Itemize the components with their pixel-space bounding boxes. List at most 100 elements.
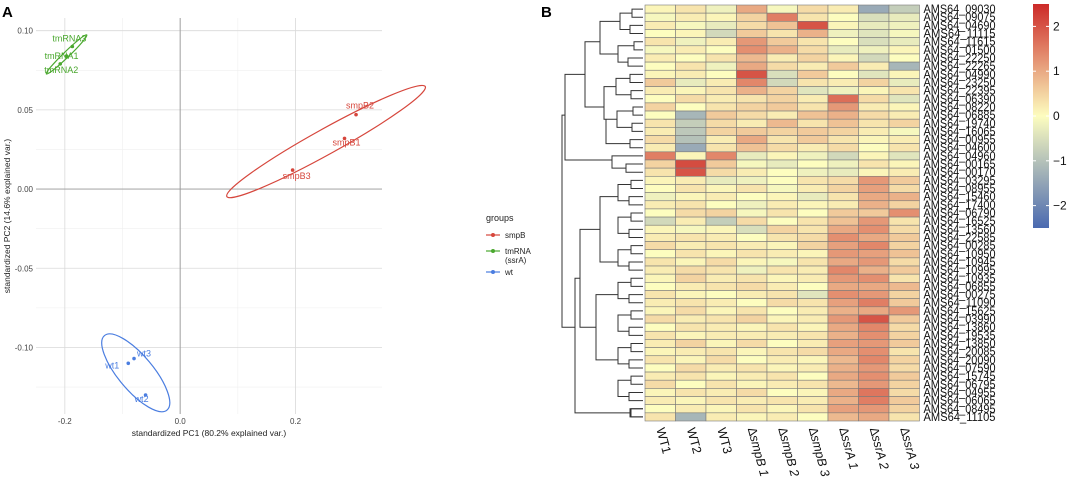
heat-cell xyxy=(827,233,859,242)
heat-cell xyxy=(888,21,920,30)
legend-label-smpB: smpB xyxy=(505,231,525,240)
heat-cell xyxy=(766,175,798,185)
pca-y-axis-label: standardized PC2 (14.6% explained var.) xyxy=(2,139,12,294)
legend-key-dot-smpB xyxy=(491,233,495,237)
point-label-tmRNA3: tmRNA3 xyxy=(52,34,86,44)
dendrogram-branch xyxy=(616,110,633,128)
heat-cell xyxy=(766,330,798,340)
heat-cell xyxy=(797,110,829,120)
heat-cell xyxy=(675,290,707,299)
pca-x-tick-label: -0.2 xyxy=(58,417,72,426)
dendrogram-branch xyxy=(629,73,643,83)
point-label-wt3: wt3 xyxy=(136,349,151,359)
heat-cell xyxy=(736,388,768,397)
heat-cell xyxy=(888,102,920,112)
heat-cell xyxy=(705,175,737,185)
heat-cell xyxy=(797,396,829,405)
heat-cell xyxy=(644,21,676,30)
point-tmRNA1 xyxy=(64,54,69,58)
heat-cell xyxy=(797,363,829,373)
pca-x-axis-label: standardized PC1 (80.2% explained var.) xyxy=(132,428,287,438)
heat-cell xyxy=(644,37,676,47)
heat-cell xyxy=(736,224,768,234)
heat-cell xyxy=(858,151,890,161)
heat-cell xyxy=(736,175,768,185)
heat-cell xyxy=(736,379,768,389)
heat-cell xyxy=(888,314,920,324)
heat-cell xyxy=(797,4,829,14)
heat-cell xyxy=(644,78,676,87)
pca-y-tick-label: -0.10 xyxy=(15,343,34,352)
heat-column-label: ∆smpB 3 xyxy=(806,426,832,478)
heat-cell xyxy=(644,127,676,136)
dendrogram-branch xyxy=(628,359,643,369)
dendrogram-branch xyxy=(579,228,600,328)
heat-cell xyxy=(888,78,920,87)
dendrogram-branch xyxy=(603,86,617,120)
heat-cell xyxy=(827,314,859,324)
heat-cell xyxy=(766,102,798,112)
heat-cell xyxy=(766,127,798,136)
heat-cell xyxy=(644,192,676,202)
heat-cell xyxy=(644,363,676,373)
heat-cell xyxy=(888,404,920,414)
heat-cell xyxy=(888,159,920,169)
heat-cell xyxy=(797,192,829,202)
heat-cell xyxy=(827,412,859,422)
heat-cell xyxy=(675,298,707,308)
point-label-wt1: wt1 xyxy=(104,360,119,370)
heat-cell xyxy=(858,306,890,316)
heat-cell xyxy=(797,200,829,210)
dendrogram-branch xyxy=(617,347,631,365)
heat-cell xyxy=(827,339,859,348)
heat-cell xyxy=(797,265,829,275)
heat-row-label: AMS64_19535 xyxy=(924,330,996,342)
heat-cell xyxy=(888,249,920,259)
legend-label-tmRNA: tmRNA xyxy=(505,247,531,256)
heat-cell xyxy=(766,371,798,381)
dendrogram-branch xyxy=(599,20,620,55)
heat-cell xyxy=(858,53,890,63)
heat-cell xyxy=(644,45,676,55)
heat-cell xyxy=(705,61,737,71)
heat-cell xyxy=(705,241,737,251)
heat-cell xyxy=(797,69,829,79)
heat-cell xyxy=(736,94,768,104)
heat-cell xyxy=(736,257,768,267)
heat-cell xyxy=(827,12,859,22)
pca-y-tick-label: 0.10 xyxy=(17,27,33,36)
legend-label2-tmRNA: (ssrA) xyxy=(505,256,527,265)
row-dendrogram xyxy=(561,8,643,418)
colorbar-tick-label: 0 xyxy=(1053,109,1060,123)
heat-cell xyxy=(766,29,798,38)
heat-cell xyxy=(797,314,829,324)
heat-cell xyxy=(766,249,798,259)
heat-cell xyxy=(827,216,859,226)
heat-cell xyxy=(858,208,890,218)
heat-cell xyxy=(766,404,798,414)
heat-cell xyxy=(797,86,829,96)
heat-cell xyxy=(858,241,890,251)
heat-cell xyxy=(888,184,920,193)
heat-cell xyxy=(766,4,798,14)
heat-row-label: AMS64_04690 xyxy=(924,20,996,32)
heat-cell xyxy=(644,371,676,381)
heat-cell xyxy=(705,29,737,38)
heat-cell xyxy=(888,110,920,120)
ellipse-wt xyxy=(101,333,171,413)
heat-cell xyxy=(858,404,890,414)
heat-row-label: AMS64_13560 xyxy=(924,224,996,236)
heat-cell xyxy=(827,37,859,47)
heat-cell xyxy=(675,12,707,22)
pca-ellipses xyxy=(45,34,427,413)
heat-cell xyxy=(705,21,737,30)
heat-cell xyxy=(736,363,768,373)
heat-row-label: AMS64_23250 xyxy=(924,77,996,89)
heat-cell xyxy=(827,159,859,169)
heat-cell xyxy=(888,224,920,234)
heat-cell xyxy=(858,37,890,47)
heat-cell xyxy=(675,78,707,87)
heat-cell xyxy=(858,143,890,153)
heat-cell xyxy=(675,396,707,405)
heat-cell xyxy=(675,265,707,275)
